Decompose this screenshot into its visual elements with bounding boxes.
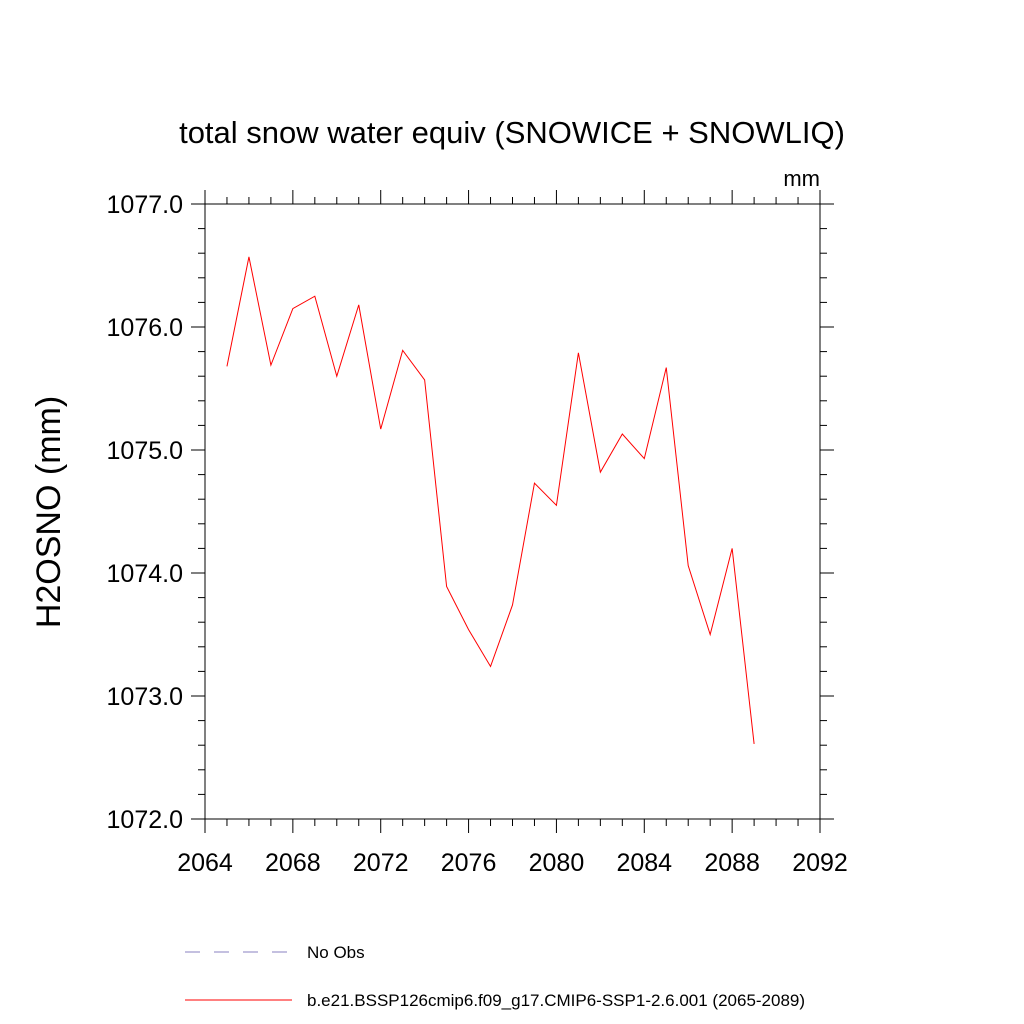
x-tick-label: 2072 [353, 849, 409, 877]
y-tick-label: 1075.0 [107, 437, 183, 465]
plot-frame [204, 203, 821, 820]
x-tick-labels: 2064 2068 2072 2076 2080 2084 2088 2092 [177, 849, 848, 877]
x-tick-label: 2088 [704, 849, 760, 877]
y-tick-label: 1072.0 [107, 806, 183, 834]
y-tick-labels: 1072.0 1073.0 1074.0 1075.0 1076.0 1077.0 [107, 191, 183, 834]
x-tick-label: 2076 [441, 849, 497, 877]
x-tick-label: 2068 [265, 849, 321, 877]
x-tick-label: 2092 [792, 849, 848, 877]
chart-title: total snow water equiv (SNOWICE + SNOWLI… [179, 115, 845, 150]
x-tick-label: 2080 [529, 849, 585, 877]
series-line [226, 256, 755, 745]
series-lines [226, 256, 755, 745]
legend-label: No Obs [307, 943, 365, 962]
legend-label: b.e21.BSSP126cmip6.f09_g17.CMIP6-SSP1-2.… [307, 991, 805, 1010]
y-axis-label: H2OSNO (mm) [30, 396, 68, 628]
x-tick-label: 2084 [616, 849, 672, 877]
legend: No Obs b.e21.BSSP126cmip6.f09_g17.CMIP6-S… [185, 943, 805, 1010]
units-label: mm [783, 166, 820, 191]
y-tick-label: 1074.0 [107, 560, 183, 588]
axis-ticks [191, 190, 834, 833]
y-tick-label: 1073.0 [107, 683, 183, 711]
y-tick-label: 1077.0 [107, 191, 183, 219]
y-tick-label: 1076.0 [107, 314, 183, 342]
x-tick-label: 2064 [177, 849, 233, 877]
